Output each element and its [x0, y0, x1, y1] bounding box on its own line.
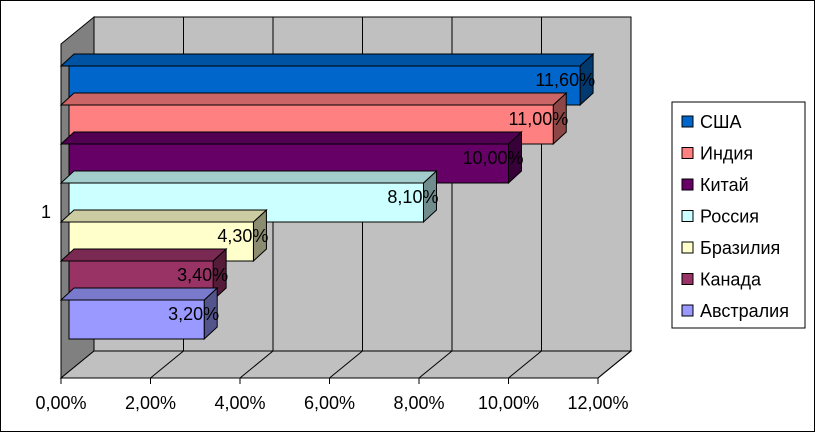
legend-label: Австралия: [700, 301, 789, 321]
data-label: 3,20%: [168, 304, 219, 324]
bar-6-top: [59, 248, 228, 262]
legend-swatch: [681, 273, 694, 285]
x-tick-label: 4,00%: [214, 393, 265, 413]
gridline-floor: [239, 350, 274, 379]
legend-label: США: [700, 112, 742, 132]
bar-7: [68, 299, 205, 340]
x-tick-label: 12,00%: [567, 393, 628, 413]
legend-label: Россия: [700, 207, 759, 227]
legend-label: Канада: [700, 270, 762, 290]
bar-1-top: [59, 53, 595, 67]
x-tick-label: 6,00%: [304, 393, 355, 413]
legend-label: Китай: [700, 175, 749, 195]
data-label: 11,60%: [535, 70, 595, 90]
data-label: 4,30%: [217, 226, 268, 246]
gridline-floor: [150, 350, 184, 379]
legend-label: Индия: [700, 144, 753, 164]
data-label: 10,00%: [462, 148, 523, 168]
x-tick-label: 0,00%: [35, 393, 86, 413]
legend-swatch: [681, 241, 694, 254]
data-label: 11,00%: [509, 109, 569, 129]
data-label: 8,10%: [387, 187, 438, 207]
bar-2-top: [59, 92, 568, 106]
gridline-floor: [329, 350, 363, 379]
bar-4-top: [59, 170, 438, 184]
legend: [671, 101, 806, 329]
bar-5-top: [59, 209, 268, 223]
legend-swatch: [681, 115, 694, 128]
data-label: 3,40%: [177, 265, 228, 285]
x-tick-label: 8,00%: [393, 393, 444, 413]
legend-label: Бразилия: [700, 238, 780, 258]
legend-swatch: [681, 147, 694, 159]
x-tick-label: 2,00%: [125, 393, 176, 413]
legend-swatch: [681, 210, 694, 222]
gridline-floor: [418, 350, 453, 379]
bar-7-top: [59, 287, 219, 301]
gridline-floor: [508, 350, 542, 379]
category-label: 1: [41, 202, 51, 222]
legend-swatch: [681, 178, 694, 191]
x-tick-label: 10,00%: [478, 393, 539, 413]
gridline-floor: [597, 350, 632, 379]
bar-3-top: [59, 131, 523, 145]
legend-swatch: [681, 304, 694, 317]
